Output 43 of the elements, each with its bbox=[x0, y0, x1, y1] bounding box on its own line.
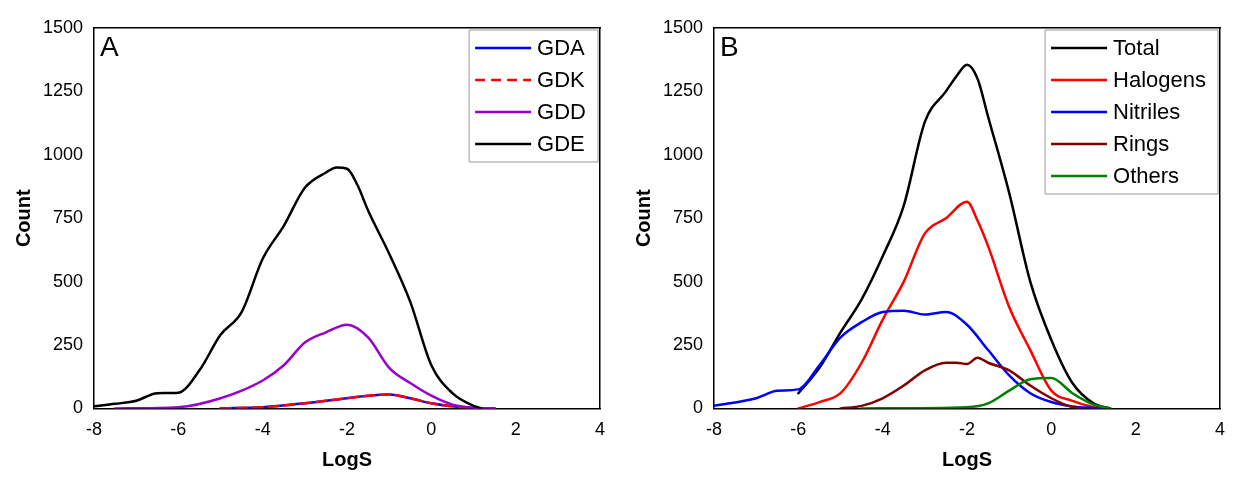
y-tick-label: 250 bbox=[53, 333, 84, 354]
legend-label: Halogens bbox=[1113, 67, 1206, 93]
y-axis-title: Count bbox=[631, 188, 654, 248]
x-tick-label: -2 bbox=[339, 419, 356, 440]
x-tick-label: -4 bbox=[874, 419, 891, 440]
y-tick-label: 0 bbox=[693, 397, 704, 418]
x-tick-label: 4 bbox=[1214, 419, 1226, 440]
legend-label: Rings bbox=[1113, 131, 1170, 157]
y-tick-label: 1500 bbox=[663, 16, 704, 37]
y-tick-label: 750 bbox=[53, 207, 84, 228]
x-tick-label: -8 bbox=[86, 419, 103, 440]
x-axis-title: LogS bbox=[942, 447, 993, 470]
x-tick-label: 4 bbox=[594, 419, 606, 440]
legend-label: Total bbox=[1113, 35, 1160, 61]
y-tick-label: 1250 bbox=[43, 80, 84, 101]
y-tick-label: 1000 bbox=[663, 143, 704, 164]
y-tick-label: 1500 bbox=[43, 16, 84, 37]
y-tick-label: 500 bbox=[673, 270, 704, 291]
legend-label: GDA bbox=[537, 35, 586, 61]
x-tick-label: 2 bbox=[1130, 419, 1141, 440]
y-tick-label: 0 bbox=[73, 397, 84, 418]
legend-label: Nitriles bbox=[1113, 99, 1181, 125]
x-tick-label: -2 bbox=[959, 419, 976, 440]
annotation: A bbox=[100, 30, 120, 62]
x-tick-label: -4 bbox=[254, 419, 271, 440]
x-tick-label: 2 bbox=[510, 419, 521, 440]
x-tick-label: -6 bbox=[790, 419, 807, 440]
x-tick-label: -6 bbox=[170, 419, 187, 440]
y-tick-label: 250 bbox=[673, 333, 704, 354]
legend-label: GDE bbox=[537, 131, 585, 157]
x-tick-label: 0 bbox=[426, 419, 437, 440]
legend-label: GDK bbox=[537, 67, 586, 93]
y-tick-label: 750 bbox=[673, 207, 704, 228]
annotation: B bbox=[720, 30, 739, 62]
legend-label: Others bbox=[1113, 163, 1180, 189]
y-tick-label: 1250 bbox=[663, 80, 704, 101]
y-tick-label: 1000 bbox=[43, 143, 84, 164]
x-axis-title: LogS bbox=[322, 447, 373, 470]
legend-label: GDD bbox=[537, 99, 586, 125]
y-tick-label: 500 bbox=[53, 270, 84, 291]
x-tick-label: -8 bbox=[706, 419, 723, 440]
y-axis-title: Count bbox=[11, 188, 34, 248]
x-tick-label: 0 bbox=[1046, 419, 1057, 440]
